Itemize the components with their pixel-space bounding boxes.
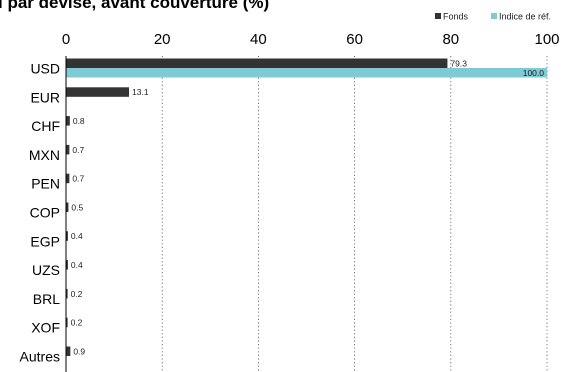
legend-swatch-fonds (435, 13, 441, 19)
bar-fonds-egp (66, 231, 68, 241)
value-label-fonds-autres: 0.9 (73, 346, 85, 356)
category-label-xof: XOF (31, 320, 60, 336)
category-label-chf: CHF (31, 118, 60, 134)
category-label-autres: Autres (20, 349, 60, 365)
category-label-eur: EUR (30, 89, 60, 105)
x-tick-label-100: 100 (534, 31, 559, 48)
category-label-pen: PEN (31, 176, 60, 192)
bar-fonds-eur (66, 87, 130, 97)
bars: 79.3 100.0 13.1 0.8 0.7 0.7 0.5 0.4 0.4 0.2 0.2 0.9 (66, 58, 547, 356)
legend: Fonds Indice de réf. (435, 12, 551, 22)
value-label-fonds-xof: 0.2 (71, 318, 83, 328)
value-label-fonds-eur: 13.1 (132, 87, 149, 97)
bar-fonds-mxn (66, 144, 70, 155)
bar-fonds-pen (66, 173, 70, 184)
value-label-fonds-cop: 0.5 (71, 202, 83, 212)
value-label-fonds-brl: 0.2 (71, 289, 83, 299)
gridlines (161, 56, 548, 372)
category-label-mxn: MXN (29, 147, 60, 163)
bar-fonds-cop (66, 202, 69, 212)
bar-fonds-autres (66, 346, 71, 356)
bar-fonds-uzs (66, 260, 68, 270)
category-label-brl: BRL (33, 291, 60, 307)
x-tick-label-60: 60 (346, 31, 363, 48)
value-label-fonds-usd: 79.3 (450, 58, 467, 68)
x-tick-label-40: 40 (250, 31, 267, 48)
category-label-uzs: UZS (32, 262, 60, 278)
bar-fonds-xof (66, 317, 68, 328)
bar-fonds-chf (66, 116, 70, 126)
bar-indice-usd (66, 68, 547, 78)
value-label-fonds-egp: 0.4 (71, 231, 83, 241)
x-axis-ticks: 0 20 40 60 80 100 (62, 31, 560, 48)
value-label-fonds-uzs: 0.4 (71, 260, 83, 270)
x-tick-label-80: 80 (442, 31, 459, 48)
x-tick-label-20: 20 (154, 31, 171, 48)
legend-label-indice: Indice de réf. (499, 12, 551, 22)
legend-swatch-indice (491, 13, 497, 19)
category-label-usd: USD (30, 61, 60, 77)
value-label-fonds-mxn: 0.7 (72, 145, 84, 155)
category-labels: USD EUR CHF MXN PEN COP EGP UZS BRL XOF Autres (20, 61, 61, 365)
x-tick-label-0: 0 (62, 31, 70, 48)
category-label-egp: EGP (30, 233, 60, 249)
value-label-indice-usd: 100.0 (523, 68, 545, 78)
value-label-fonds-pen: 0.7 (72, 174, 84, 184)
chart-title: l par devise, avant couverture (%) (0, 0, 269, 12)
legend-label-fonds: Fonds (443, 12, 469, 22)
bar-fonds-usd (66, 58, 448, 68)
value-label-fonds-chf: 0.8 (73, 116, 85, 126)
category-label-cop: COP (30, 205, 60, 221)
bar-fonds-brl (66, 288, 68, 299)
